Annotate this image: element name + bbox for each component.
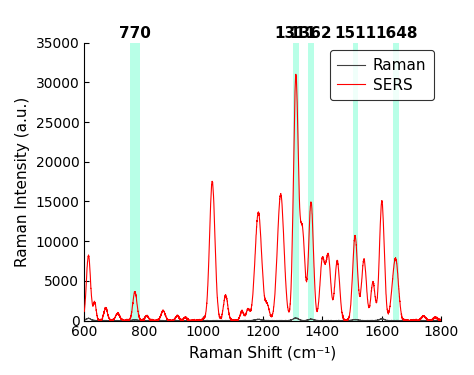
- SERS: [235, 318, 240, 322]
- Raman: [341, 318, 346, 323]
- Line: SERS: SERS: [84, 74, 441, 321]
- Raman: [91, 318, 97, 323]
- Legend: Raman, SERS: Raman, SERS: [330, 50, 434, 100]
- Bar: [293, 43, 299, 321]
- Raman: [428, 318, 433, 323]
- SERS: [82, 309, 87, 314]
- SERS: [232, 318, 237, 323]
- Bar: [309, 43, 314, 321]
- Line: Raman: Raman: [84, 318, 441, 321]
- Raman: [438, 318, 444, 322]
- X-axis label: Raman Shift (cm⁻¹): Raman Shift (cm⁻¹): [189, 345, 337, 360]
- SERS: [428, 318, 433, 323]
- Bar: [353, 43, 358, 321]
- Y-axis label: Raman Intensity (a.u.): Raman Intensity (a.u.): [15, 96, 30, 267]
- SERS: [251, 273, 257, 278]
- Raman: [235, 318, 240, 323]
- Raman: [292, 316, 298, 320]
- SERS: [410, 318, 416, 323]
- SERS: [293, 72, 299, 76]
- SERS: [438, 318, 444, 322]
- SERS: [341, 318, 346, 322]
- Raman: [410, 318, 416, 323]
- Bar: [130, 43, 140, 321]
- Raman: [251, 318, 257, 322]
- Raman: [82, 318, 87, 322]
- Bar: [393, 43, 399, 321]
- SERS: [96, 318, 102, 323]
- Raman: [232, 318, 237, 323]
